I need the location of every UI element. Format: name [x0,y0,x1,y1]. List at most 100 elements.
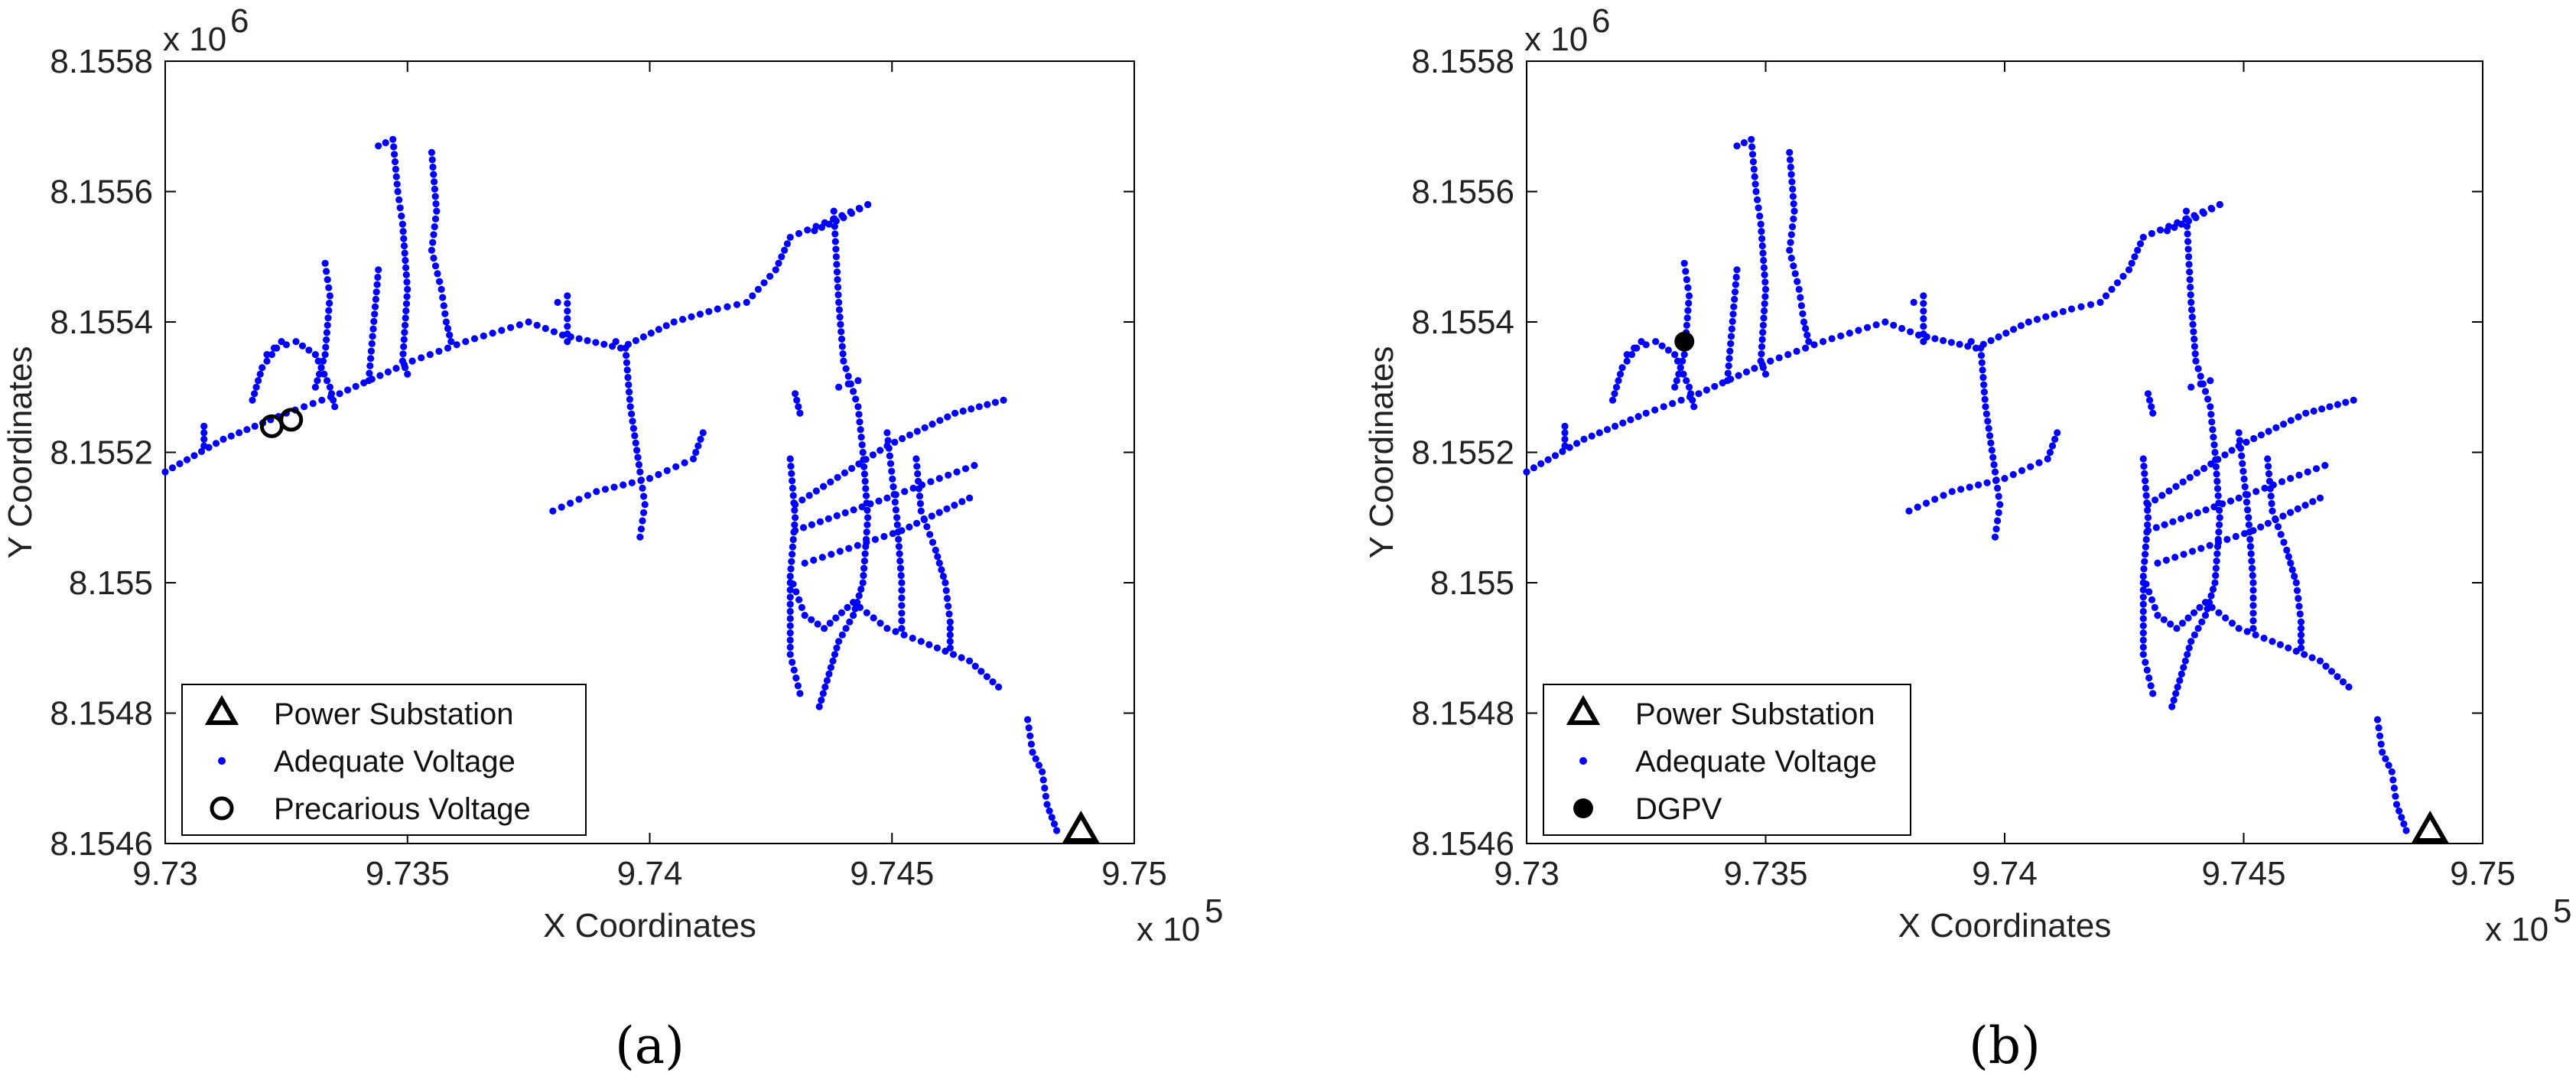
adequate-voltage-point [426,351,434,359]
adequate-voltage-point [1758,242,1766,250]
adequate-voltage-point [1732,273,1740,281]
adequate-voltage-point [975,403,983,411]
adequate-voltage-point [2249,594,2257,602]
adequate-voltage-point [2402,827,2410,834]
adequate-voltage-point [1914,503,1921,511]
adequate-voltage-point [2172,690,2180,697]
adequate-voltage-point [1573,440,1581,447]
adequate-voltage-point [2213,558,2220,565]
adequate-voltage-point [859,579,867,587]
adequate-voltage-point [1789,185,1797,193]
adequate-voltage-point [325,307,333,314]
adequate-voltage-point [2238,452,2246,460]
adequate-voltage-point [831,223,838,230]
adequate-voltage-point [2392,792,2399,800]
adequate-voltage-point [2192,357,2200,365]
dgpv-marker [1674,331,1695,352]
adequate-voltage-point [786,586,794,594]
adequate-voltage-point [444,324,452,333]
adequate-voltage-point [1789,193,1797,200]
adequate-voltage-point [854,541,861,549]
adequate-voltage-point [681,459,688,466]
adequate-voltage-point [2249,610,2257,617]
adequate-voltage-point [917,638,925,645]
adequate-voltage-point [2398,814,2405,821]
adequate-voltage-point [2170,696,2178,704]
adequate-voltage-point [1544,456,1552,463]
adequate-voltage-point [1975,481,1982,489]
adequate-voltage-point [2249,617,2257,625]
adequate-voltage-point [786,651,794,658]
adequate-voltage-point [862,485,870,492]
adequate-voltage-point [2210,441,2218,449]
adequate-voltage-point [2194,509,2201,517]
adequate-voltage-point [958,654,965,662]
adequate-voltage-point [2187,291,2194,299]
adequate-voltage-point [821,625,828,632]
adequate-voltage-point [2242,490,2249,499]
adequate-voltage-point [2200,210,2207,217]
adequate-voltage-point [877,447,884,454]
adequate-voltage-point [1679,357,1686,365]
adequate-voltage-point [403,293,411,301]
adequate-voltage-point [2246,543,2255,551]
adequate-voltage-point [2228,447,2236,454]
adequate-voltage-point [895,535,903,543]
adequate-voltage-point [212,440,220,447]
adequate-voltage-point [507,323,515,331]
adequate-voltage-point [861,477,869,486]
panel-label: (a) [615,1016,685,1075]
adequate-voltage-point [2139,233,2147,241]
adequate-voltage-point [2171,223,2178,231]
adequate-voltage-point [1027,740,1035,748]
adequate-voltage-point [190,452,198,460]
adequate-voltage-point [945,610,953,618]
adequate-voltage-point [336,390,343,398]
y-exponent-base: x 10 [163,21,226,58]
adequate-voltage-point [864,506,871,514]
adequate-voltage-point [480,332,487,340]
adequate-voltage-point [369,325,377,333]
adequate-voltage-point [2156,226,2165,234]
adequate-voltage-point [2295,603,2303,610]
adequate-voltage-point [322,343,330,351]
adequate-voltage-point [936,417,944,424]
adequate-voltage-point [2140,565,2148,573]
legend-dot-icon [218,757,226,765]
adequate-voltage-point [2339,678,2347,686]
adequate-voltage-point [787,463,795,470]
adequate-voltage-point [2376,732,2384,740]
adequate-voltage-point [1761,307,1768,315]
adequate-voltage-point [326,383,333,391]
adequate-voltage-point [2010,326,2018,333]
adequate-voltage-point [629,418,636,425]
adequate-voltage-point [2048,442,2057,450]
adequate-voltage-point [1996,501,2004,509]
adequate-voltage-point [898,594,906,602]
adequate-voltage-point [2148,596,2156,603]
adequate-voltage-point [2257,431,2265,439]
adequate-voltage-point [1761,285,1770,293]
adequate-voltage-point [2168,703,2176,710]
adequate-voltage-point [1725,362,1732,369]
adequate-voltage-point [1631,344,1638,352]
legend: Power Substation Adequate Voltage DGPV [1543,684,1911,836]
adequate-voltage-point [2148,229,2155,237]
adequate-voltage-point [2139,607,2147,616]
adequate-voltage-point [2187,383,2195,391]
adequate-voltage-point [1685,292,1693,300]
adequate-voltage-point [1041,784,1049,792]
adequate-voltage-point [365,377,372,385]
adequate-voltage-point [632,336,640,344]
adequate-voltage-point [1790,262,1797,270]
adequate-voltage-point [2184,651,2191,658]
adequate-voltage-point [251,422,259,431]
adequate-voltage-point [1981,395,1989,403]
adequate-voltage-point [434,270,441,278]
adequate-voltage-point [1748,151,1757,158]
adequate-voltage-point [200,422,208,431]
adequate-voltage-point [1675,370,1683,378]
adequate-voltage-point [2046,448,2054,457]
adequate-voltage-point [366,362,374,369]
x-tick-label: 9.735 [366,855,450,892]
